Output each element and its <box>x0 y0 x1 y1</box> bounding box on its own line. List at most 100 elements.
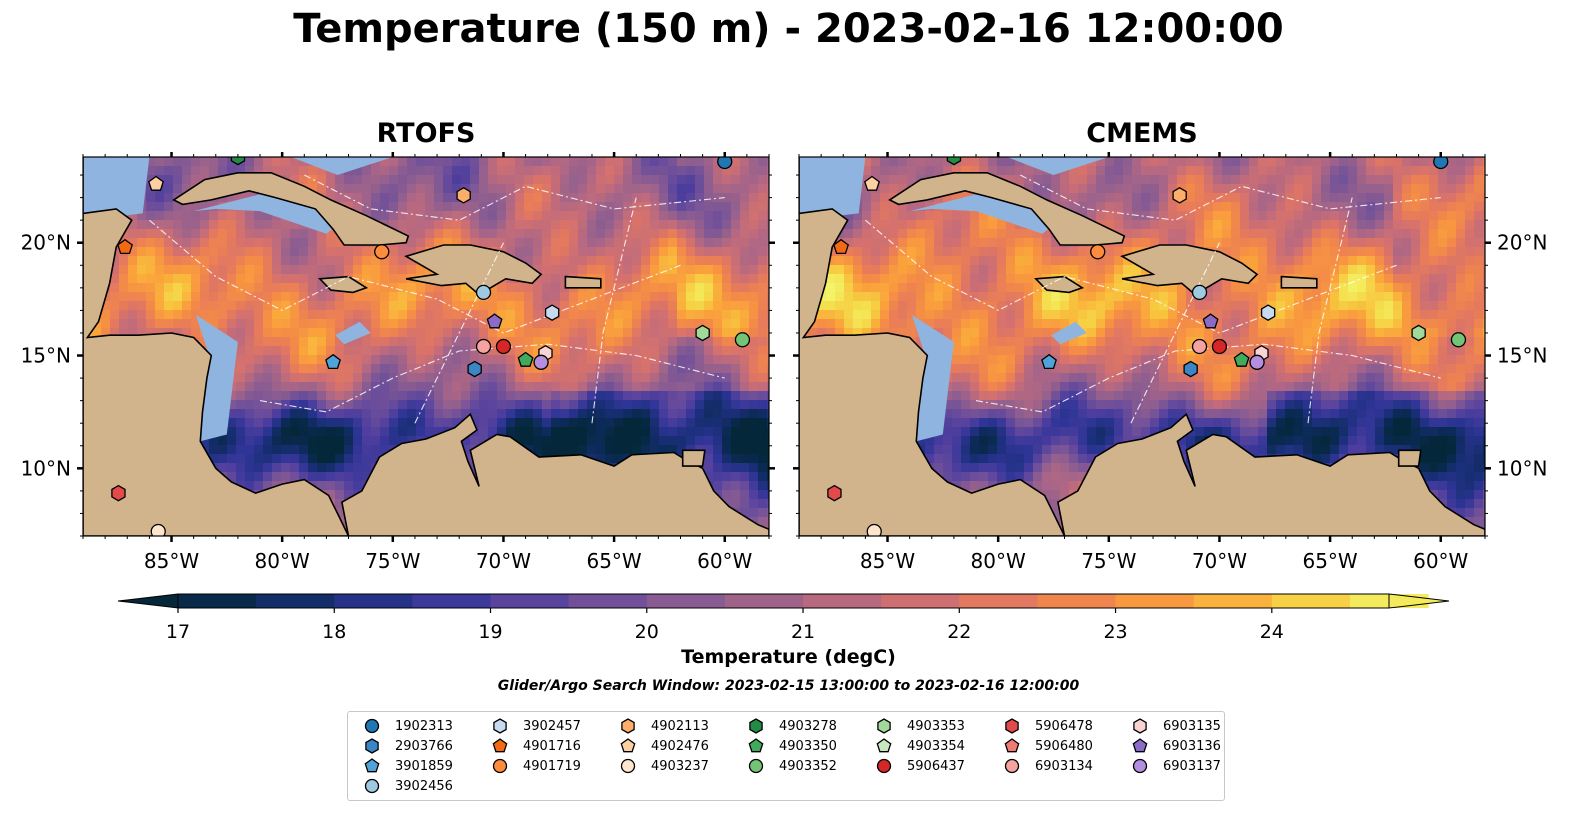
land <box>799 157 1066 536</box>
legend-label: 6903136 <box>1163 738 1221 754</box>
land <box>888 172 1126 246</box>
float-4901719 <box>1090 244 1106 260</box>
land <box>681 449 706 467</box>
legend-item: 4903278 <box>747 716 837 736</box>
pentagon-marker-icon <box>1004 738 1020 753</box>
float-3902456 <box>475 284 492 301</box>
land <box>1280 275 1318 289</box>
lon-tick-label: 80°W <box>971 549 1026 573</box>
circle-marker-icon <box>1004 758 1020 774</box>
legend-label: 4903278 <box>779 718 837 734</box>
lon-tick-label: 85°W <box>860 549 915 573</box>
float-3901859 <box>1041 353 1057 370</box>
legend-label: 1902313 <box>395 718 453 734</box>
float-4903350 <box>1233 351 1250 367</box>
colorbar-segment <box>881 594 960 608</box>
lat-tick-label: 15°N <box>21 344 71 368</box>
legend-marker <box>1004 758 1020 774</box>
colorbar-segment <box>1037 594 1117 608</box>
colorbar-segment <box>412 594 492 608</box>
hexagon-marker-icon <box>877 718 891 734</box>
pentagon-marker-icon <box>364 758 380 773</box>
colorbar-segment <box>256 594 335 608</box>
legend-label: 4902476 <box>651 738 709 754</box>
shallow-water <box>1007 157 1109 175</box>
pentagon-marker-icon <box>748 738 764 753</box>
land <box>404 244 543 296</box>
legend-item: 3901859 <box>363 756 453 776</box>
float-4903278 <box>230 157 246 166</box>
pentagon-marker-icon <box>620 738 636 753</box>
lon-tick-label: 65°W <box>1302 549 1357 573</box>
legend-label: 3902457 <box>523 718 581 734</box>
land <box>318 275 369 294</box>
colorbar-tick-label: 24 <box>1260 621 1284 643</box>
colorbar-label: Temperature (degC) <box>681 646 896 668</box>
legend-item: 6903134 <box>1003 756 1093 776</box>
colorbar-segment <box>1271 594 1351 608</box>
float-6903136 <box>486 313 503 329</box>
legend-marker <box>620 758 636 774</box>
shallow-water <box>291 157 393 175</box>
lon-tick-label: 85°W <box>144 549 199 573</box>
float-5906437 <box>1211 338 1228 355</box>
legend-marker <box>492 738 508 753</box>
figure-title: Temperature (150 m) - 2023-02-16 12:00:0… <box>293 6 1284 52</box>
legend-item: 3902456 <box>363 776 453 796</box>
float-4901716 <box>833 238 849 255</box>
legend-marker <box>1004 738 1020 753</box>
float-4903353 <box>1411 324 1426 342</box>
float-6903137 <box>533 354 549 370</box>
float-2903766 <box>467 360 482 378</box>
float-4902113 <box>1172 187 1187 204</box>
lon-tick-label: 70°W <box>1192 549 1247 573</box>
colorbar-tick-label: 21 <box>791 621 815 643</box>
land <box>1057 412 1485 536</box>
legend-label: 4901719 <box>523 758 581 774</box>
land <box>83 157 350 536</box>
float-4902476 <box>864 175 880 191</box>
float-4902476 <box>148 175 164 191</box>
legend-item: 2903766 <box>363 736 453 756</box>
float-4903350 <box>517 351 534 367</box>
temperature-field <box>83 157 769 536</box>
legend-label: 3902456 <box>395 778 453 794</box>
legend-item: 5906478 <box>1003 716 1093 736</box>
eez-boundary <box>259 343 725 413</box>
eez-boundary <box>591 197 637 424</box>
lat-tick-label: 20°N <box>1497 231 1547 255</box>
legend-item: 4902113 <box>619 716 709 736</box>
colorbar-segment <box>568 594 648 608</box>
shallow-water <box>911 314 954 442</box>
legend-item: 6903135 <box>1131 716 1221 736</box>
land <box>1120 244 1259 296</box>
hexagon-marker-icon <box>1005 718 1019 734</box>
colorbar-segment <box>334 594 413 608</box>
legend-marker <box>876 758 892 774</box>
lon-tick-label: 65°W <box>586 549 641 573</box>
legend-marker <box>364 718 380 734</box>
eez-boundary <box>304 174 725 221</box>
float-4903237 <box>866 523 882 536</box>
eez-boundary <box>975 343 1441 413</box>
legend-label: 5906478 <box>1035 718 1093 734</box>
shallow-water <box>335 321 371 345</box>
float-4903352 <box>734 332 751 348</box>
float-6903137 <box>1249 354 1265 370</box>
circle-marker-icon <box>364 718 380 734</box>
eez-boundary <box>1130 242 1220 424</box>
panel-title-cmems: CMEMS <box>1086 118 1198 149</box>
colorbar-extend-min <box>117 593 179 609</box>
search-window-text: Glider/Argo Search Window: 2023-02-15 13… <box>497 678 1080 694</box>
lat-tick-label: 20°N <box>21 231 71 255</box>
hexagon-marker-icon <box>1133 718 1147 734</box>
legend-item: 4903354 <box>875 736 965 756</box>
colorbar-segment <box>959 594 1038 608</box>
eez-boundary <box>865 219 1397 334</box>
lon-tick-label: 70°W <box>476 549 531 573</box>
float-4903278 <box>946 157 962 166</box>
legend-item: 4901719 <box>491 756 581 776</box>
legend-label: 6903137 <box>1163 758 1221 774</box>
